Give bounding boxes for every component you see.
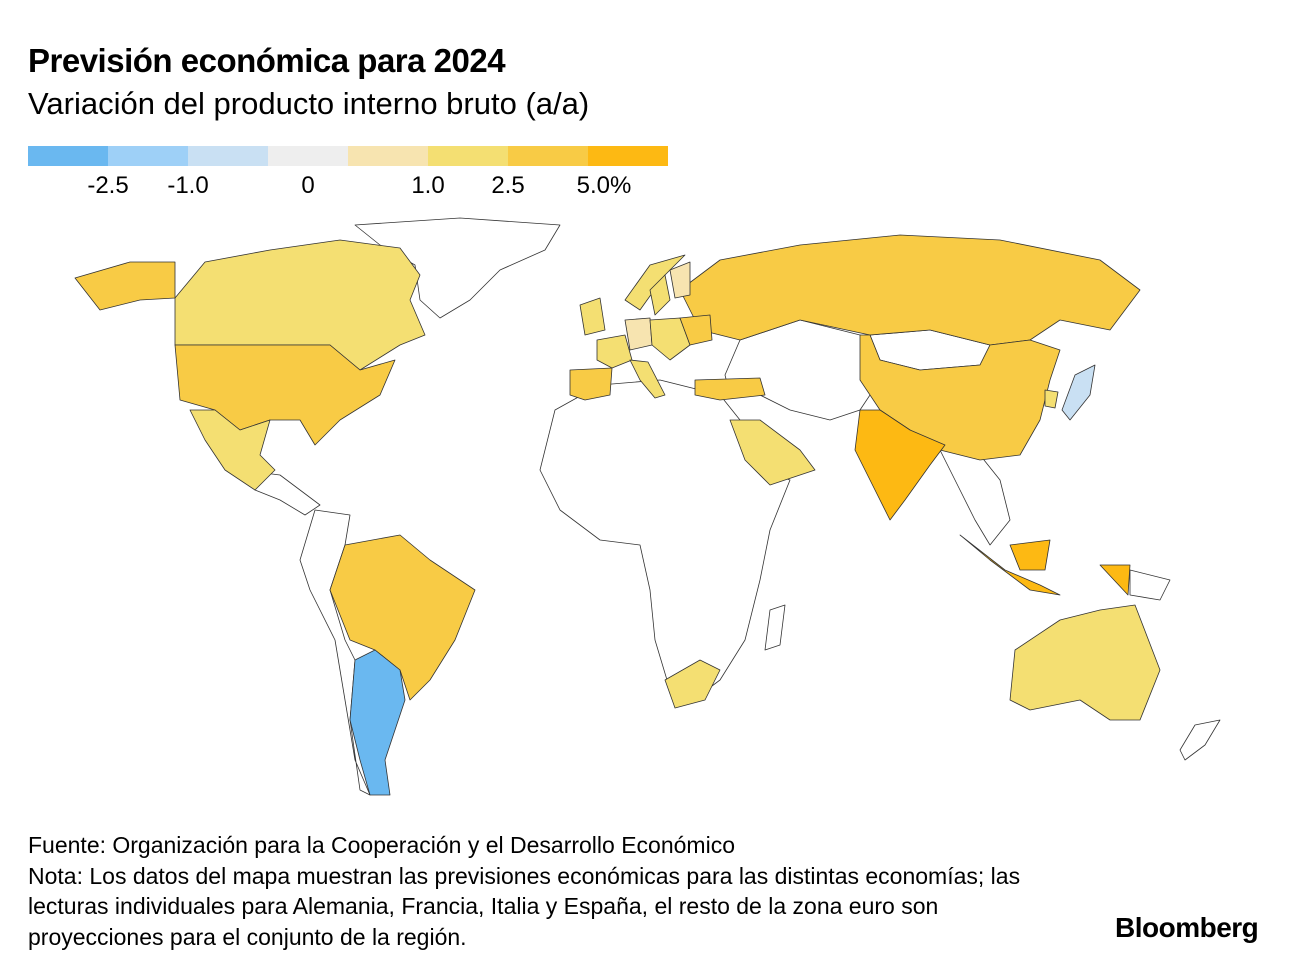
color-legend bbox=[28, 146, 668, 166]
legend-tick: 1.0 bbox=[411, 172, 445, 199]
country-united-kingdom bbox=[579, 297, 606, 336]
country-spain bbox=[569, 367, 613, 401]
new-guinea bbox=[1129, 569, 1171, 601]
country-finland bbox=[669, 261, 691, 299]
country-south-africa bbox=[664, 659, 721, 709]
southeast-asia bbox=[939, 449, 1011, 546]
country-brazil bbox=[329, 534, 476, 701]
new-zealand bbox=[1179, 719, 1221, 761]
country-south-korea bbox=[1044, 389, 1059, 409]
country-mexico bbox=[189, 409, 276, 491]
legend-tick: 2.5 bbox=[491, 172, 525, 199]
legend-tick: -1.0 bbox=[167, 172, 209, 199]
legend-tick: -2.5 bbox=[87, 172, 129, 199]
country-turkey bbox=[694, 377, 766, 401]
data-note: Nota: Los datos del mapa muestran las pr… bbox=[28, 862, 1021, 950]
legend-tick: 0 bbox=[301, 172, 315, 199]
legend-bin bbox=[348, 146, 428, 166]
country-germany bbox=[624, 317, 653, 351]
chart-title: Previsión económica para 2024 bbox=[28, 42, 506, 79]
country-euro-area bbox=[649, 317, 691, 361]
legend-bin bbox=[108, 146, 188, 166]
legend-bin bbox=[268, 146, 348, 166]
no-data-land bbox=[239, 217, 1221, 796]
legend-bin bbox=[28, 146, 108, 166]
footer-notes: Fuente: Organización para la Cooperación… bbox=[28, 830, 1038, 952]
country-russia bbox=[679, 234, 1141, 346]
legend-bin bbox=[588, 146, 668, 166]
country-sweden bbox=[649, 274, 671, 316]
bloomberg-logo: Bloomberg bbox=[1115, 912, 1259, 943]
legend-bin bbox=[428, 146, 508, 166]
country-indonesia bbox=[959, 534, 1131, 596]
country-france bbox=[596, 334, 633, 369]
legend-bin bbox=[188, 146, 268, 166]
madagascar bbox=[764, 604, 786, 651]
country-argentina bbox=[349, 649, 406, 796]
chart-subtitle: Variación del producto interno bruto (a/… bbox=[28, 86, 590, 121]
legend-bin bbox=[508, 146, 588, 166]
country-australia bbox=[1009, 604, 1161, 721]
country-japan bbox=[1061, 364, 1096, 421]
country-poland bbox=[679, 314, 713, 346]
legend-ticks: -2.5 -1.0 0 1.0 2.5 5.0% bbox=[0, 172, 700, 206]
country-norway bbox=[624, 254, 686, 311]
country-india bbox=[854, 409, 946, 521]
source-note: Fuente: Organización para la Cooperación… bbox=[28, 832, 735, 858]
country-saudi-arabia bbox=[729, 419, 816, 486]
legend-tick: 5.0% bbox=[576, 172, 632, 199]
country-italy bbox=[629, 359, 666, 399]
